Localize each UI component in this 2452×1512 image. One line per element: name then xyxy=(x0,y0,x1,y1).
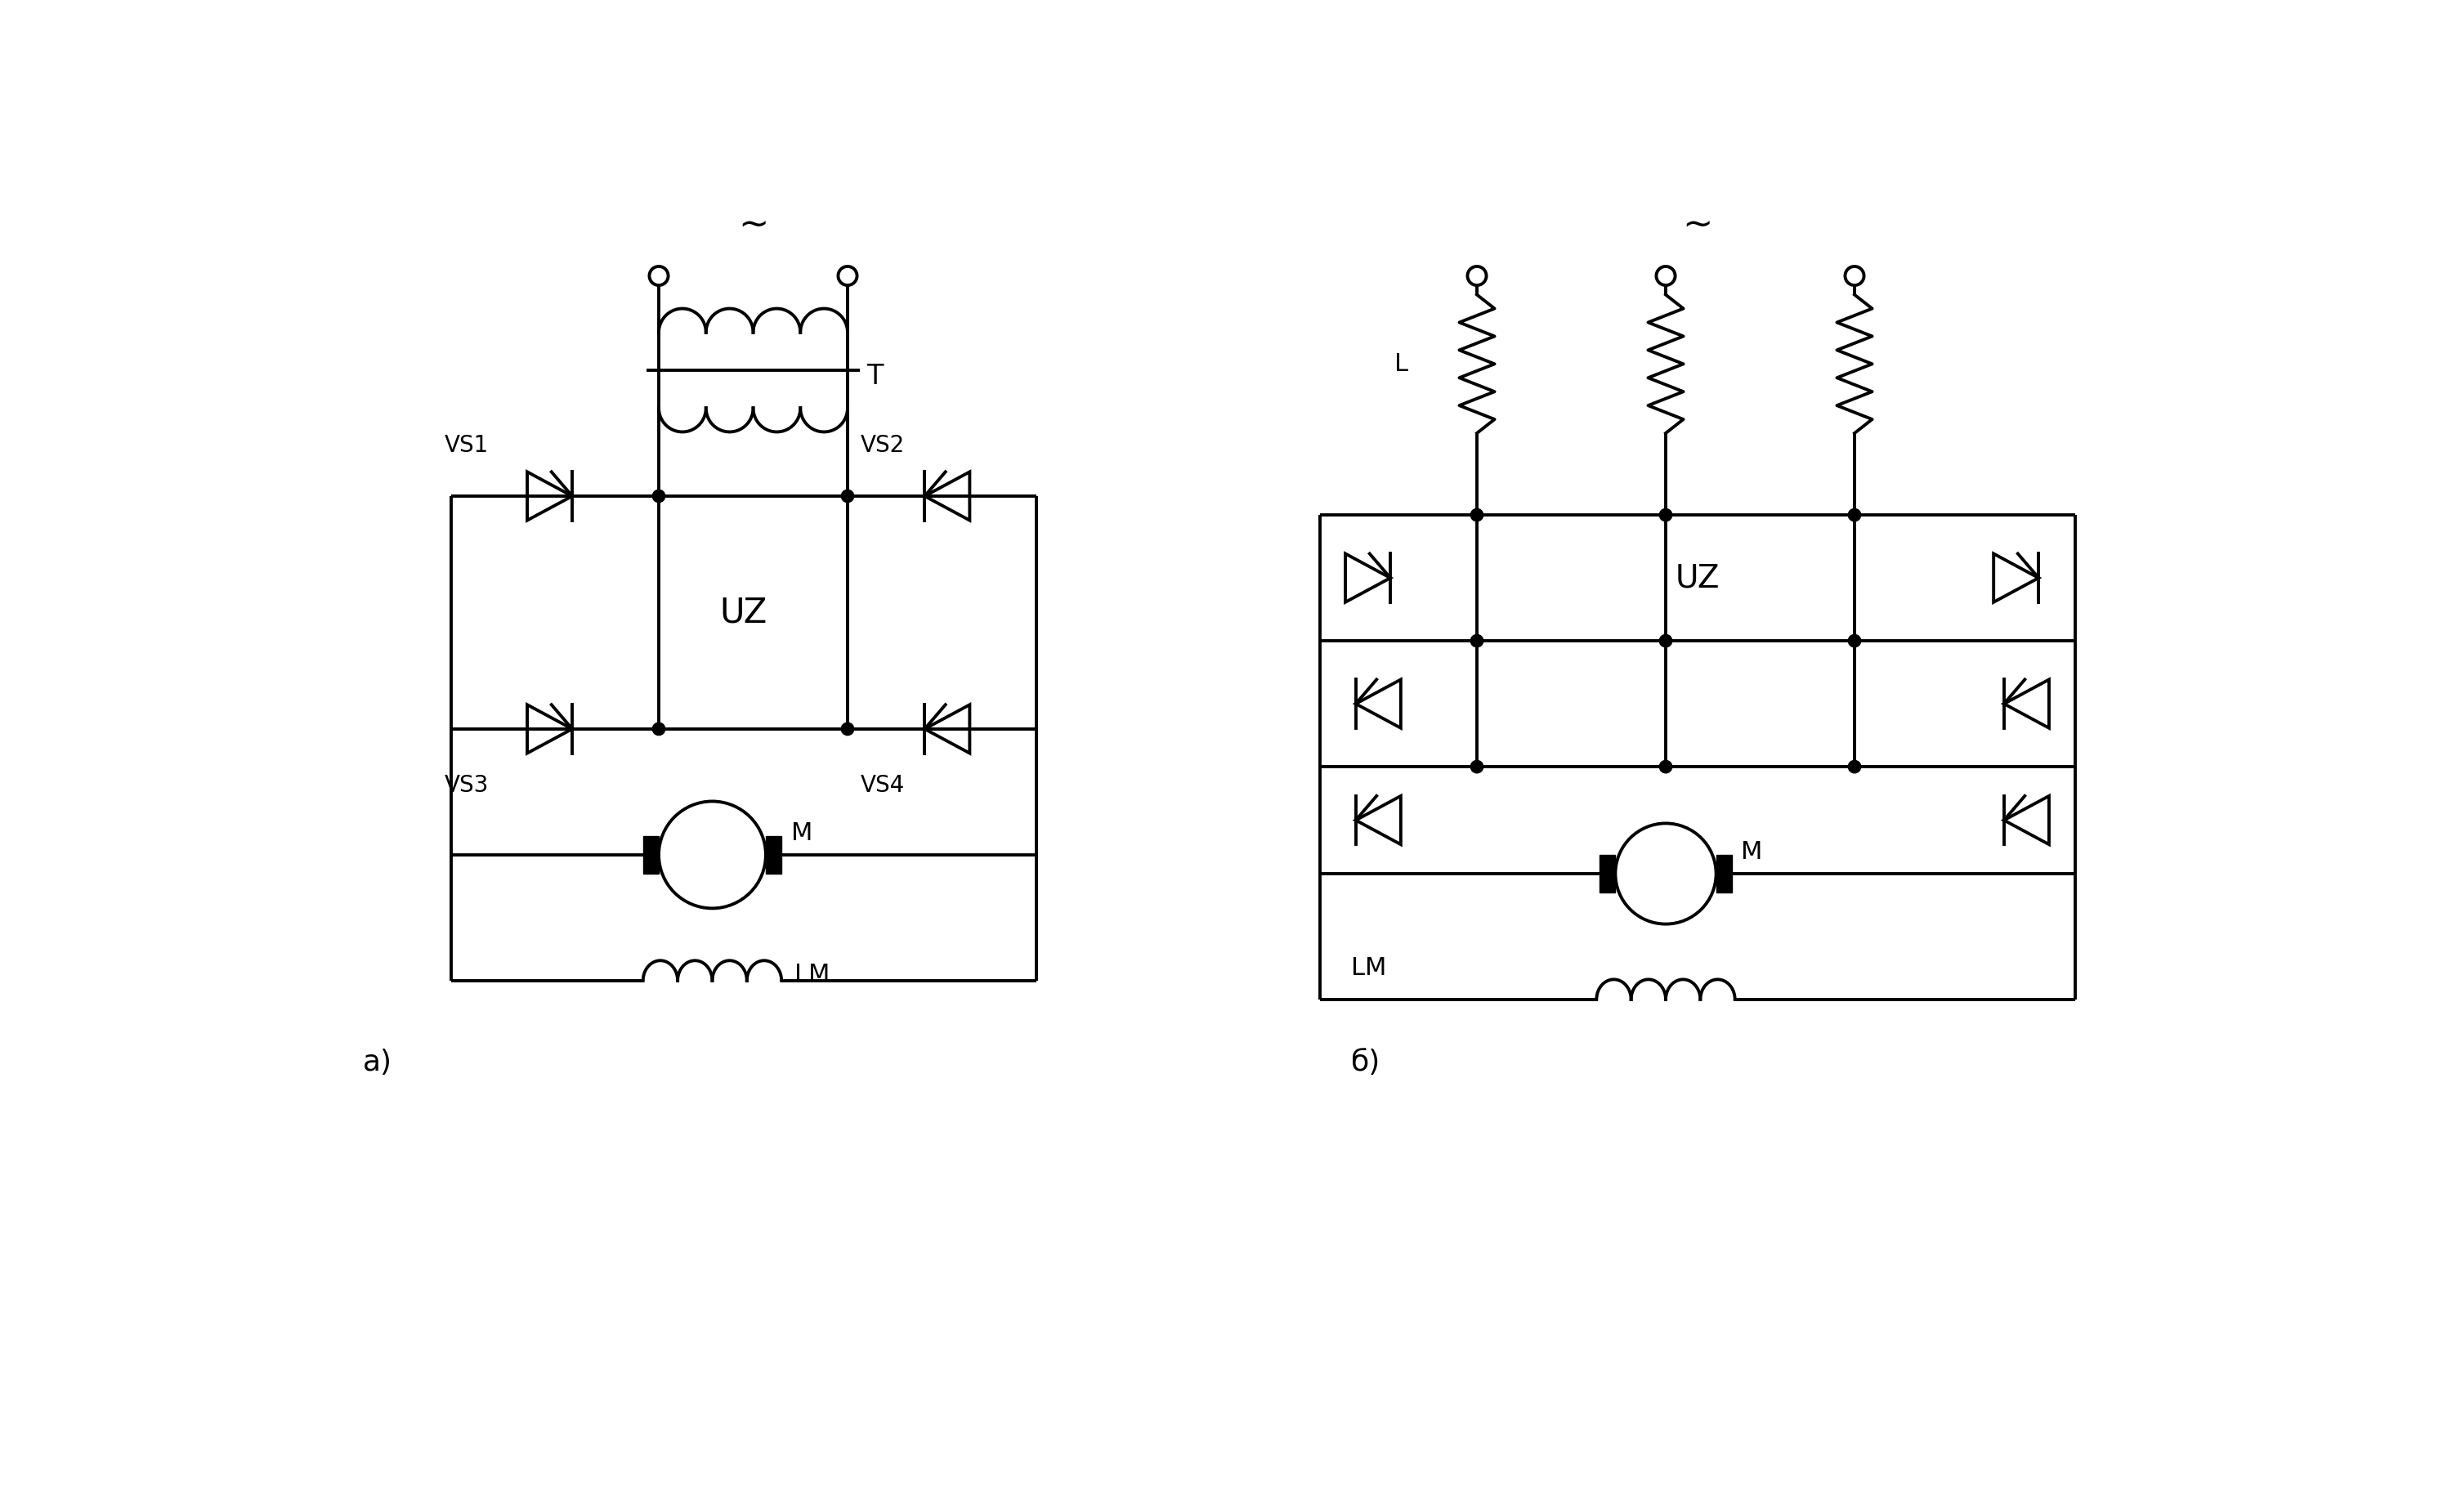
Circle shape xyxy=(1660,761,1672,773)
Text: VS2: VS2 xyxy=(861,434,905,457)
Text: ~: ~ xyxy=(738,209,767,243)
Text: M: M xyxy=(792,821,812,845)
Text: LM: LM xyxy=(794,963,829,986)
Circle shape xyxy=(1849,761,1861,773)
Text: б): б) xyxy=(1351,1049,1380,1077)
Circle shape xyxy=(1849,635,1861,647)
Text: UZ: UZ xyxy=(721,596,767,629)
Circle shape xyxy=(652,723,664,735)
Text: UZ: UZ xyxy=(1675,562,1719,593)
Text: ~: ~ xyxy=(1682,209,1711,243)
Circle shape xyxy=(841,723,853,735)
Bar xyxy=(765,836,782,874)
Circle shape xyxy=(1471,761,1483,773)
Circle shape xyxy=(841,490,853,502)
Circle shape xyxy=(652,490,664,502)
Text: VS1: VS1 xyxy=(444,434,488,457)
Text: T: T xyxy=(866,363,883,390)
Bar xyxy=(642,836,660,874)
Bar xyxy=(1716,854,1731,892)
Circle shape xyxy=(1660,508,1672,522)
Circle shape xyxy=(1471,508,1483,522)
Text: L: L xyxy=(1395,352,1407,376)
Circle shape xyxy=(1849,508,1861,522)
Text: VS3: VS3 xyxy=(444,774,490,797)
Bar xyxy=(1599,854,1616,892)
Text: M: M xyxy=(1741,841,1763,865)
Text: VS4: VS4 xyxy=(861,774,905,797)
Text: LM: LM xyxy=(1351,956,1385,980)
Circle shape xyxy=(1471,635,1483,647)
Text: а): а) xyxy=(363,1049,392,1077)
Circle shape xyxy=(1660,635,1672,647)
